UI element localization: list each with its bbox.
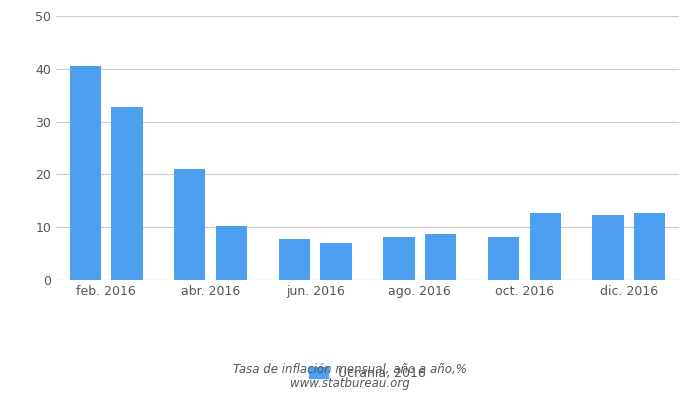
Bar — [279, 239, 310, 280]
Bar — [488, 237, 519, 280]
Text: Tasa de inflación mensual, año a año,%: Tasa de inflación mensual, año a año,% — [233, 364, 467, 376]
Bar — [69, 66, 101, 280]
Bar — [383, 237, 414, 280]
Bar — [216, 226, 247, 280]
Bar — [634, 214, 666, 280]
Text: www.statbureau.org: www.statbureau.org — [290, 377, 410, 390]
Bar — [592, 214, 624, 280]
Bar — [425, 234, 456, 280]
Bar — [111, 107, 143, 280]
Bar — [174, 169, 206, 280]
Legend: Ucrania, 2016: Ucrania, 2016 — [304, 362, 430, 385]
Bar — [321, 243, 352, 280]
Bar — [529, 214, 561, 280]
